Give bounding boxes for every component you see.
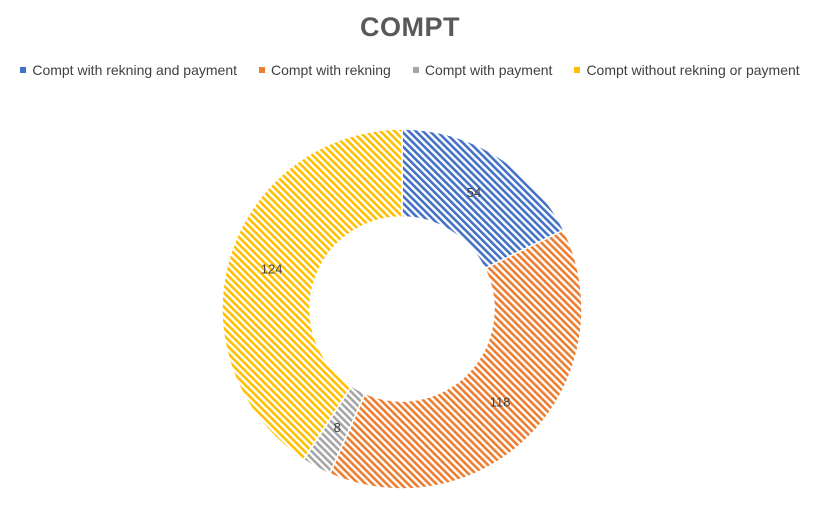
legend-label-payment: Compt with payment bbox=[424, 62, 553, 78]
legend-swatch-rekning-and-payment bbox=[20, 67, 27, 73]
legend-item-rekning: Compt with rekning bbox=[259, 62, 391, 78]
legend-item-rekning-and-payment: Compt with rekning and payment bbox=[20, 62, 237, 78]
slice-rekning bbox=[328, 228, 583, 490]
data-label-rekning: 118 bbox=[490, 395, 511, 410]
legend-swatch-payment bbox=[412, 67, 419, 73]
legend-swatch-rekning bbox=[259, 67, 265, 73]
slice-without-rekning-or-payment bbox=[221, 128, 403, 461]
chart-title: COMPT bbox=[360, 12, 460, 42]
legend-label-without-rekning-or-payment: Compt without rekning or payment bbox=[586, 62, 800, 78]
legend-label-rekning: Compt with rekning bbox=[271, 62, 391, 78]
legend-item-without-rekning-or-payment: Compt without rekning or payment bbox=[574, 62, 800, 78]
legend: Compt with rekning and payment Compt wit… bbox=[0, 62, 820, 78]
data-label-without-rekning-or-payment: 124 bbox=[261, 262, 283, 277]
slice-rekning-and-payment bbox=[401, 128, 565, 270]
legend-label-rekning-and-payment: Compt with rekning and payment bbox=[32, 62, 237, 78]
data-label-payment: 8 bbox=[334, 420, 341, 435]
data-label-rekning-and-payment: 54 bbox=[467, 185, 481, 200]
legend-swatch-without-rekning-or-payment bbox=[574, 67, 581, 73]
legend-item-payment: Compt with payment bbox=[412, 62, 553, 78]
